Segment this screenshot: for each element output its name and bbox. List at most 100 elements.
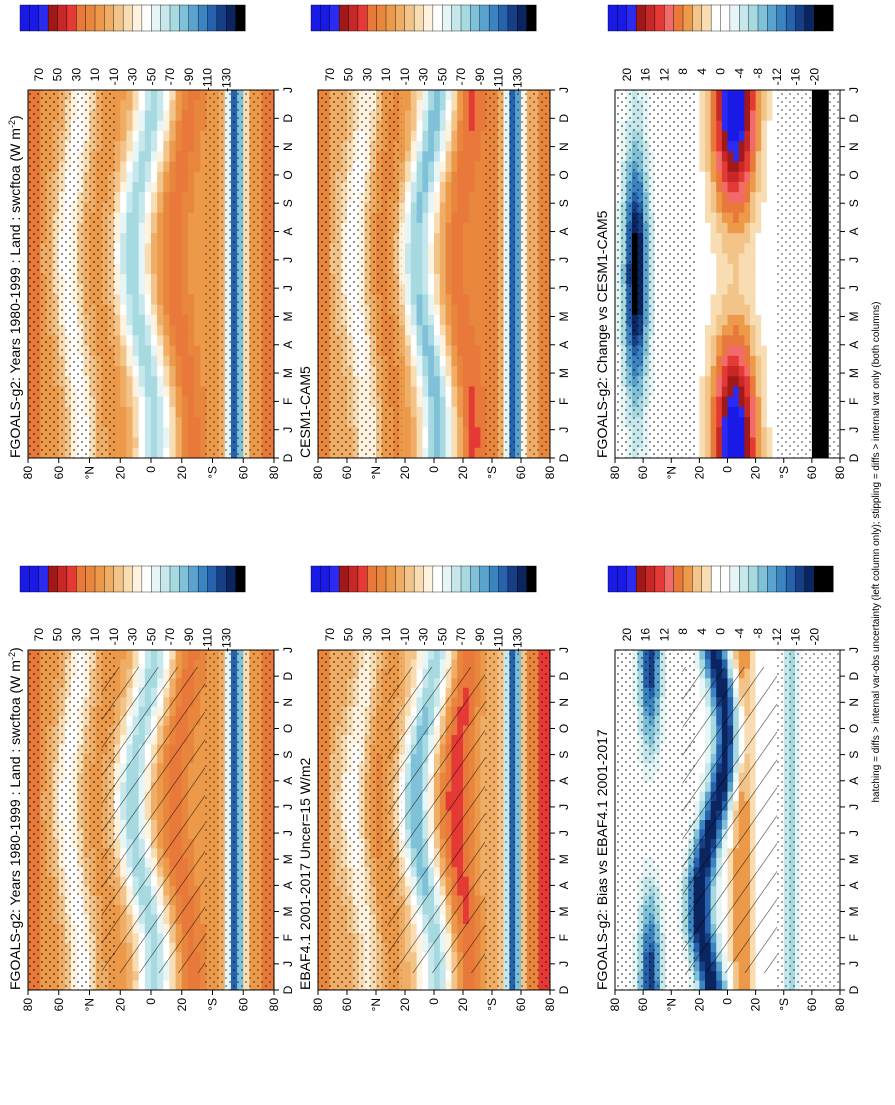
heatmap-cell [114, 406, 121, 418]
hatching-overlay [387, 667, 486, 973]
heatmap-cell [194, 161, 201, 173]
heatmap-cell [169, 161, 176, 173]
heatmap-cell [144, 355, 152, 367]
heatmap-cell [132, 345, 140, 357]
heatmap-cell [120, 659, 127, 670]
heatmap-cell [187, 345, 195, 357]
month-tick-label: O [281, 170, 295, 179]
heatmap-cell [422, 971, 429, 981]
heatmap-cell [138, 366, 146, 377]
heatmap-cell [144, 110, 152, 122]
heatmap-cell [200, 355, 207, 367]
heatmap-cell [200, 141, 207, 152]
heatmap-cell [126, 202, 133, 214]
heatmap-cell [181, 406, 189, 418]
heatmap-cell [144, 366, 152, 377]
heatmap-cell [138, 335, 146, 346]
heatmap-cell [114, 263, 121, 275]
lat-tick-label: °S [206, 998, 220, 1011]
heatmap-cell [163, 325, 170, 336]
heatmap-cell [194, 171, 201, 183]
heatmap-cell [480, 980, 487, 991]
heatmap-cell [157, 233, 164, 244]
heatmap-cell [157, 192, 164, 203]
heatmap-cell [181, 971, 189, 981]
heatmap-cell [187, 427, 195, 438]
heatmap-cell [151, 192, 158, 203]
heatmap-cell [114, 386, 121, 398]
heatmap-cell [181, 100, 189, 111]
lat-tick-label: 20 [175, 466, 189, 480]
heatmap-cell [194, 971, 201, 981]
month-tick-label: A [557, 777, 571, 785]
heatmap-cell [445, 980, 452, 991]
heatmap-cell [181, 314, 189, 326]
heatmap-cell [474, 659, 481, 670]
month-tick-label: M [281, 368, 295, 378]
heatmap-cell [463, 980, 470, 991]
heatmap-cell [163, 120, 170, 132]
heatmap-cell [120, 90, 127, 101]
heatmap-cell [151, 182, 158, 193]
heatmap-cell [399, 161, 406, 173]
heatmap-cell [187, 263, 195, 275]
heatmap-cell [144, 427, 152, 438]
heatmap-cell [132, 366, 140, 377]
heatmap-cell [187, 120, 195, 132]
heatmap-cell [138, 417, 146, 428]
heatmap-cell [187, 659, 195, 670]
heatmap-cell [120, 182, 127, 193]
heatmap-cell [468, 971, 475, 981]
heatmap-cell [114, 437, 121, 449]
heatmap-cell [138, 325, 146, 336]
heatmap-cell [187, 151, 195, 162]
heatmap-cell [157, 222, 164, 234]
heatmap-cell [126, 335, 133, 346]
heatmap-cell [132, 100, 140, 111]
heatmap-cell [132, 980, 140, 991]
heatmap-cell [194, 212, 201, 224]
month-tick-label: J [557, 647, 571, 653]
heatmap-cell [163, 335, 170, 346]
heatmap-cell [445, 650, 452, 660]
lat-tick-label: 80 [21, 466, 35, 480]
heatmap-cell [114, 182, 121, 193]
heatmap-cell [151, 263, 158, 275]
heatmap-cell [157, 100, 164, 111]
heatmap-cell [151, 161, 158, 173]
heatmap-cell [163, 263, 170, 275]
heatmap-cell [175, 335, 183, 346]
heatmap-cell [463, 971, 470, 981]
heatmap-cell [157, 141, 164, 152]
heatmap-cell [187, 386, 195, 398]
heatmap-cell [138, 314, 146, 326]
heatmap-cell [157, 971, 164, 981]
heatmap-cell [114, 980, 121, 991]
heatmap-cell [151, 130, 158, 142]
heatmap-cell [144, 100, 152, 111]
heatmap-cell [187, 376, 195, 387]
heatmap-cell [126, 345, 133, 357]
panel-p4: 80 60 °N 20 0 20 °S 60 80DJFMAMJJASONDJCESM1-CAM… [297, 87, 571, 479]
heatmap-cell [114, 417, 121, 428]
heatmap-cell [144, 417, 152, 428]
heatmap-cell [120, 386, 127, 398]
heatmap-cell [175, 161, 183, 173]
heatmap-cell [126, 366, 133, 377]
heatmap-cell [200, 386, 207, 398]
heatmap-cell [144, 182, 152, 193]
heatmap-cell [181, 161, 189, 173]
month-tick-label: S [281, 199, 295, 207]
heatmap-cell [194, 406, 201, 418]
lat-tick-label: 20 [175, 998, 189, 1012]
heatmap-cell [194, 182, 201, 193]
heatmap-cell [416, 650, 423, 660]
heatmap-cell [151, 233, 158, 244]
heatmap-cell [138, 192, 146, 203]
heatmap-cell [175, 151, 183, 162]
heatmap-cell [175, 355, 183, 367]
heatmap-cell [126, 304, 133, 316]
heatmap-cell [157, 659, 164, 670]
heatmap-cell [175, 650, 183, 660]
